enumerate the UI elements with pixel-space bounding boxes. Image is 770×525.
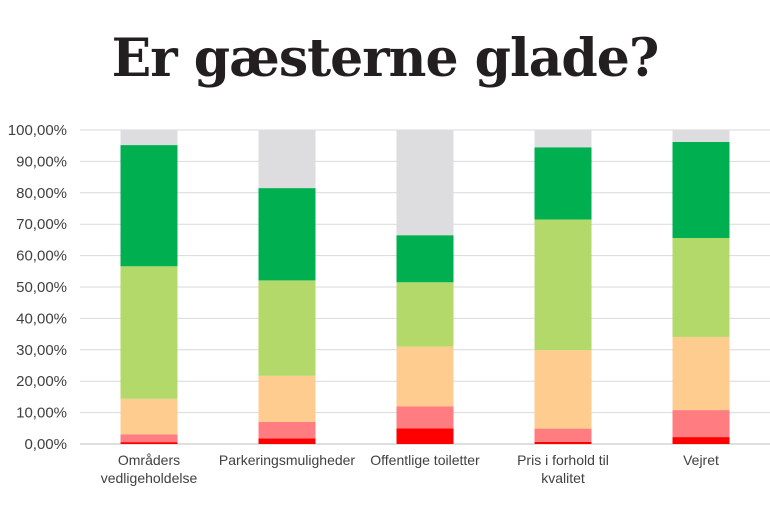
bar-segment (534, 130, 592, 148)
bar-segment (120, 130, 178, 146)
x-category-label: Parkeringsmuligheder (219, 452, 356, 468)
y-tick-label: 70,00% (16, 216, 67, 233)
bar-segment (258, 280, 316, 376)
x-category-label: Områders (118, 452, 180, 468)
bar-segment (258, 188, 316, 281)
bar-segment (672, 130, 730, 142)
bar-segment (396, 282, 454, 347)
x-category-label: Offentlige toiletter (370, 452, 480, 468)
bar-segment (534, 428, 592, 442)
y-tick-label: 20,00% (16, 373, 67, 390)
chart-title: Er gæsterne glade? (111, 28, 660, 89)
bar-segment (396, 406, 454, 429)
bar-segment (396, 130, 454, 236)
bar-segment (396, 428, 454, 444)
bar-segment (396, 346, 454, 407)
bar-segment (258, 375, 316, 423)
bar-segment (120, 434, 178, 443)
y-tick-label: 90,00% (16, 153, 67, 170)
y-tick-label: 0,00% (24, 436, 67, 453)
bar-segment (672, 141, 730, 239)
bar-segment (396, 235, 454, 283)
bar-segment (534, 147, 592, 220)
bar-segment (258, 130, 316, 189)
bar-segment (534, 350, 592, 429)
bar-segment (534, 441, 592, 444)
x-category-label: vedligeholdelse (101, 470, 198, 486)
y-tick-label: 40,00% (16, 310, 67, 327)
bar-segment (120, 398, 178, 435)
bar-segment (120, 145, 178, 267)
bar-segment (258, 422, 316, 439)
y-tick-label: 30,00% (16, 342, 67, 359)
bar-segment (120, 442, 178, 444)
bar-segment (672, 410, 730, 438)
x-category-label: kvalitet (541, 470, 585, 486)
y-tick-label: 80,00% (16, 185, 67, 202)
bar-segment (672, 238, 730, 337)
bar-segment (672, 336, 730, 411)
y-tick-label: 100,00% (8, 122, 67, 139)
bar-segment (258, 438, 316, 444)
y-tick-label: 50,00% (16, 279, 67, 296)
y-tick-label: 60,00% (16, 248, 67, 265)
bar-segment (534, 219, 592, 351)
x-category-label: Vejret (683, 452, 719, 468)
bar-segment (120, 266, 178, 399)
x-category-label: Pris i forhold til (517, 452, 609, 468)
y-tick-label: 10,00% (16, 405, 67, 422)
bar-segment (672, 437, 730, 444)
